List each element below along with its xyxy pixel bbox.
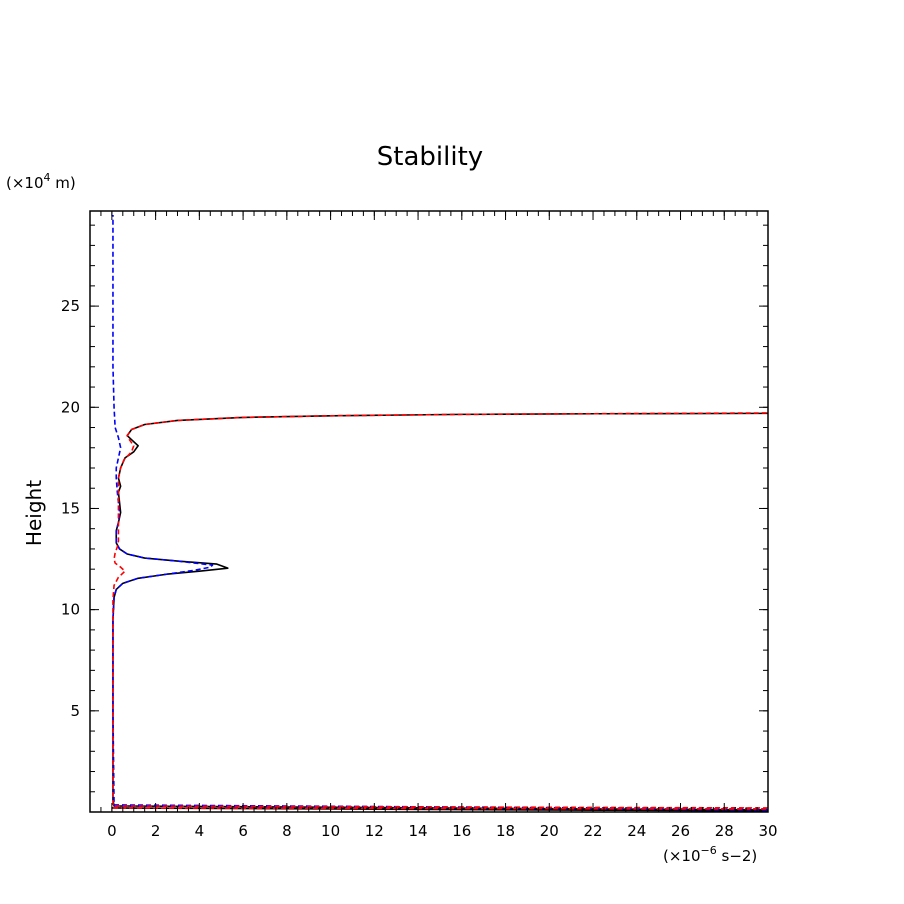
x-tick-label: 28 — [715, 822, 734, 840]
y-axis-title: Height — [22, 480, 46, 546]
y-tick-label: 5 — [70, 702, 80, 720]
x-tick-label: 22 — [583, 822, 602, 840]
y-tick-label: 25 — [61, 297, 80, 315]
x-tick-label: 6 — [238, 822, 248, 840]
y-tick-label: 15 — [61, 499, 80, 517]
x-tick-label: 20 — [540, 822, 559, 840]
x-tick-label: 0 — [107, 822, 117, 840]
x-unit-exponent: −6 — [701, 844, 717, 857]
x-unit-label: (×10−6 s−2) — [663, 844, 757, 865]
x-tick-label: 4 — [195, 822, 205, 840]
x-tick-label: 12 — [365, 822, 384, 840]
x-tick-label: 10 — [321, 822, 340, 840]
chart-title: Stability — [377, 142, 483, 172]
x-tick-label: 16 — [452, 822, 471, 840]
x-unit-prefix: (×10 — [663, 847, 701, 865]
x-tick-label: 8 — [282, 822, 292, 840]
y-tick-label: 20 — [61, 398, 80, 416]
x-tick-label: 24 — [627, 822, 646, 840]
x-tick-label: 2 — [151, 822, 161, 840]
x-unit-suffix: s−2) — [717, 847, 758, 865]
y-unit-label: (×104 m) — [6, 171, 76, 192]
series-line-3 — [112, 412, 768, 810]
x-tick-label: 18 — [496, 822, 515, 840]
x-tick-label: 30 — [758, 822, 777, 840]
y-unit-exponent: 4 — [44, 171, 51, 184]
plot-frame — [89, 210, 769, 813]
y-tick-label: 10 — [61, 601, 80, 619]
plot-area — [111, 215, 768, 812]
y-unit-prefix: (×10 — [6, 174, 44, 192]
axis-ticks — [89, 211, 769, 812]
x-tick-label: 26 — [671, 822, 690, 840]
x-tick-label: 14 — [409, 822, 428, 840]
y-unit-suffix: m) — [51, 174, 76, 192]
